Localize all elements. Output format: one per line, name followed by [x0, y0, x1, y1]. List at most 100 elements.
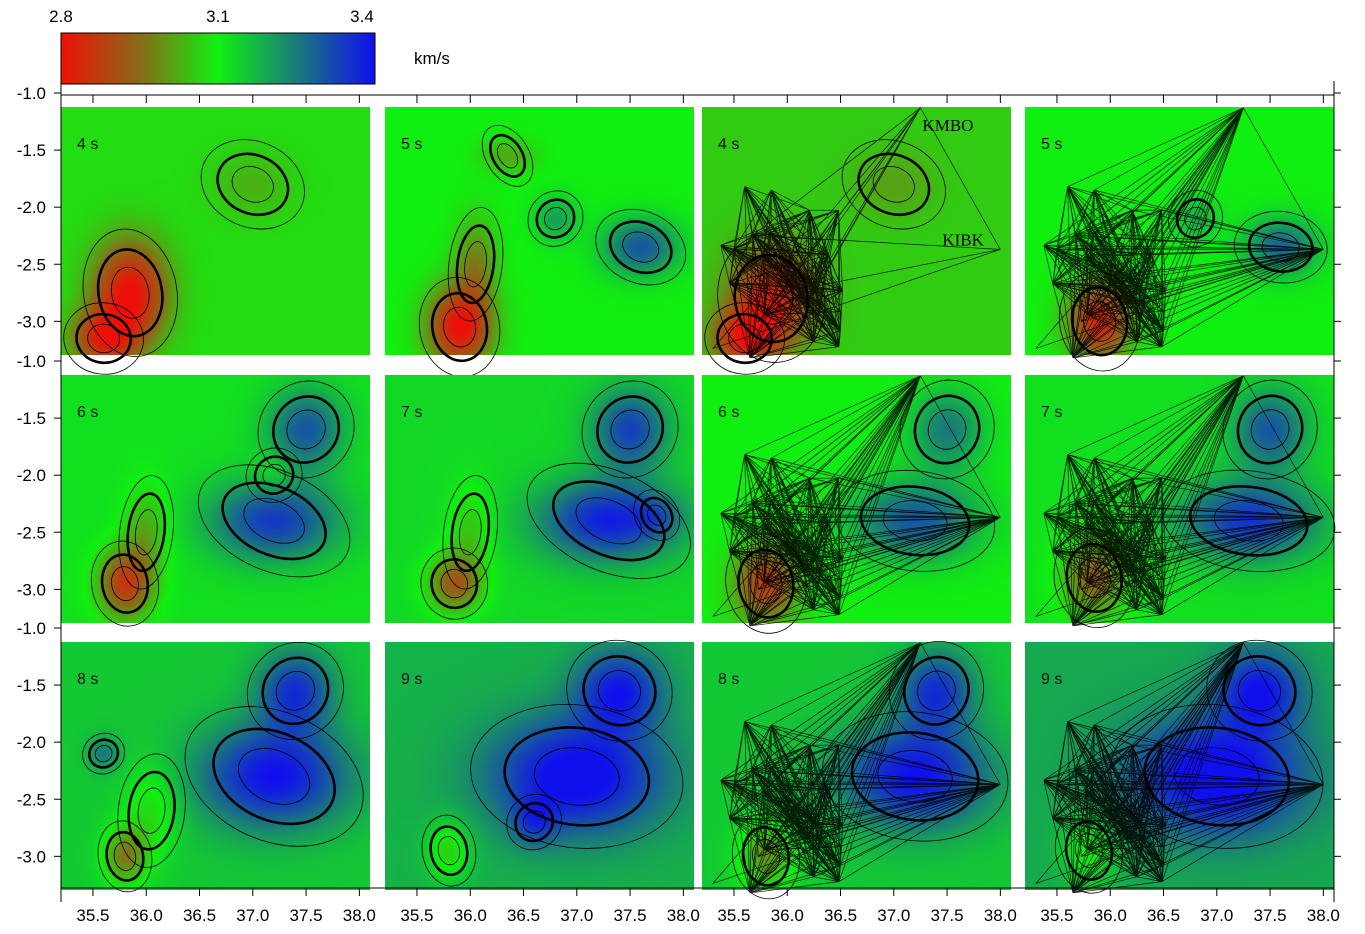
contour-4-4-0 [245, 447, 303, 503]
contour-1-4-0 [481, 124, 534, 187]
y-tick-label: -3.0 [17, 580, 46, 599]
contour-5-3-0 [581, 380, 679, 479]
rays-3 [1035, 107, 1324, 359]
contour-8-3-2 [275, 670, 316, 711]
station-label-kibk: KIBK [942, 230, 984, 249]
x-axis-col-2: 35.5 36.0 36.5 37.0 37.5 38.0 [717, 95, 1017, 925]
y-tick-label: -2.0 [17, 198, 46, 217]
contour-8-1-2 [137, 787, 166, 834]
contour-5-0-1 [430, 558, 479, 610]
contour-9-3-0 [506, 793, 563, 851]
contour-4-1-1 [126, 492, 167, 573]
rays-2 [712, 107, 1001, 359]
contour-9-1-2 [533, 747, 620, 806]
contour-5-2-0 [526, 462, 691, 579]
ray-paths-3 [1035, 107, 1324, 359]
panel-period-label: 7 s [401, 404, 422, 421]
panel-8: 8 s [61, 641, 370, 893]
panel-period-label: 6 s [718, 404, 739, 421]
contour-9-3-1 [514, 801, 555, 843]
x-tick-label: 37.5 [1254, 906, 1287, 925]
contour-1-2-2 [622, 231, 660, 263]
contour-11-1-2 [1173, 747, 1260, 806]
panel-period-label: 8 s [77, 671, 98, 688]
panel-7: 7 s [1025, 375, 1336, 628]
x-tick-label: 35.5 [1040, 906, 1073, 925]
rays-7 [1035, 375, 1324, 627]
contour-5-2-2 [575, 497, 642, 545]
colorbar-tick-min: 2.8 [49, 7, 73, 26]
x-tick-label: 37.5 [614, 906, 647, 925]
contour-1-4-1 [489, 133, 527, 178]
contour-6-2-1 [913, 394, 981, 465]
contour-4-1-0 [118, 475, 174, 590]
panel-1: 5 s [385, 107, 694, 378]
y-tick-label: -2.0 [17, 466, 46, 485]
contour-4-4-2 [262, 463, 286, 487]
panel-4: 6 s [61, 375, 370, 627]
ray-paths-2 [712, 107, 1001, 359]
contour-8-1-0 [117, 753, 186, 868]
contour-8-2-2 [238, 748, 311, 805]
contour-5-4-2 [647, 504, 667, 526]
y-tick-label: -2.5 [17, 790, 46, 809]
contour-8-2-0 [184, 706, 364, 847]
x-tick-label: 38.0 [343, 906, 376, 925]
contour-0-2-2 [231, 166, 274, 203]
contour-9-1-0 [470, 704, 684, 849]
panel-period-label: 8 s [718, 671, 739, 688]
contour-9-0-2 [437, 836, 461, 866]
y-tick-label: -3.0 [17, 312, 46, 331]
contour-8-2-1 [212, 727, 336, 826]
contour-1-3-0 [527, 190, 584, 247]
y-axis-row-0: -1.0 -1.5 -2.0 -2.5 -3.0 [17, 81, 1341, 367]
contour-8-3-1 [261, 656, 330, 726]
x-tick-label: 37.0 [560, 906, 593, 925]
contour-5-0-2 [440, 568, 469, 599]
y-tick-label: -1.0 [17, 84, 46, 103]
panel-10: 8 s [702, 640, 1011, 900]
y-tick-label: -1.5 [17, 409, 46, 428]
contour-5-4-1 [639, 496, 674, 534]
axes: -1.0 -1.5 -2.0 -2.5 -3.0 -1.0 -1.5 -2.0 -2.5 -3.0… [17, 81, 1341, 925]
contour-2-1-2 [728, 323, 761, 354]
contour-4-1-2 [134, 509, 158, 556]
panels-grid: 4 s 5 s 4 s KMBO KIBK 5 s 6 s 7 s 6 s 7 s 8 s 9 s 8 … [61, 107, 1336, 900]
y-tick-label: -1.5 [17, 676, 46, 695]
panel-period-label: 4 s [77, 136, 98, 153]
x-tick-label: 36.5 [824, 906, 857, 925]
ray-paths-11 [1035, 642, 1324, 894]
y-axis-row-2: -1.0 -1.5 -2.0 -2.5 -3.0 [17, 616, 1341, 902]
contour-0-0-0 [82, 228, 178, 357]
panel-5: 7 s [385, 375, 694, 623]
contour-4-3-0 [257, 380, 355, 479]
contour-0-2-0 [200, 139, 305, 230]
contour-0-0-2 [110, 266, 150, 319]
station-label-kmbo: KMBO [922, 116, 973, 135]
x-tick-label: 37.5 [931, 906, 964, 925]
x-tick-label: 36.5 [1147, 906, 1180, 925]
velocity-map-5 [385, 375, 694, 623]
y-tick-label: -2.5 [17, 523, 46, 542]
x-axis-col-0: 35.5 36.0 36.5 37.0 37.5 38.0 [76, 95, 376, 925]
ray-paths-7 [1035, 375, 1324, 627]
y-tick-label: -1.5 [17, 141, 46, 160]
y-tick-label: -2.0 [17, 733, 46, 752]
x-tick-label: 37.0 [1200, 906, 1233, 925]
x-tick-label: 36.0 [454, 906, 487, 925]
contour-2-2-0 [841, 139, 946, 230]
panel-period-label: 6 s [77, 404, 98, 421]
panel-period-label: 9 s [1041, 671, 1062, 688]
contour-5-0-0 [420, 547, 489, 620]
panel-2: 4 s KMBO KIBK [702, 107, 1011, 375]
contour-9-3-2 [522, 810, 546, 834]
contour-11-2-2 [1237, 670, 1281, 712]
contour-1-3-1 [535, 198, 576, 239]
contour-8-3-0 [246, 641, 344, 740]
panel-period-label: 9 s [401, 671, 422, 688]
contour-1-4-2 [497, 143, 519, 169]
velocity-map-4 [61, 375, 370, 623]
y-tick-label: -1.0 [17, 352, 46, 371]
contour-4-3-2 [286, 409, 326, 450]
